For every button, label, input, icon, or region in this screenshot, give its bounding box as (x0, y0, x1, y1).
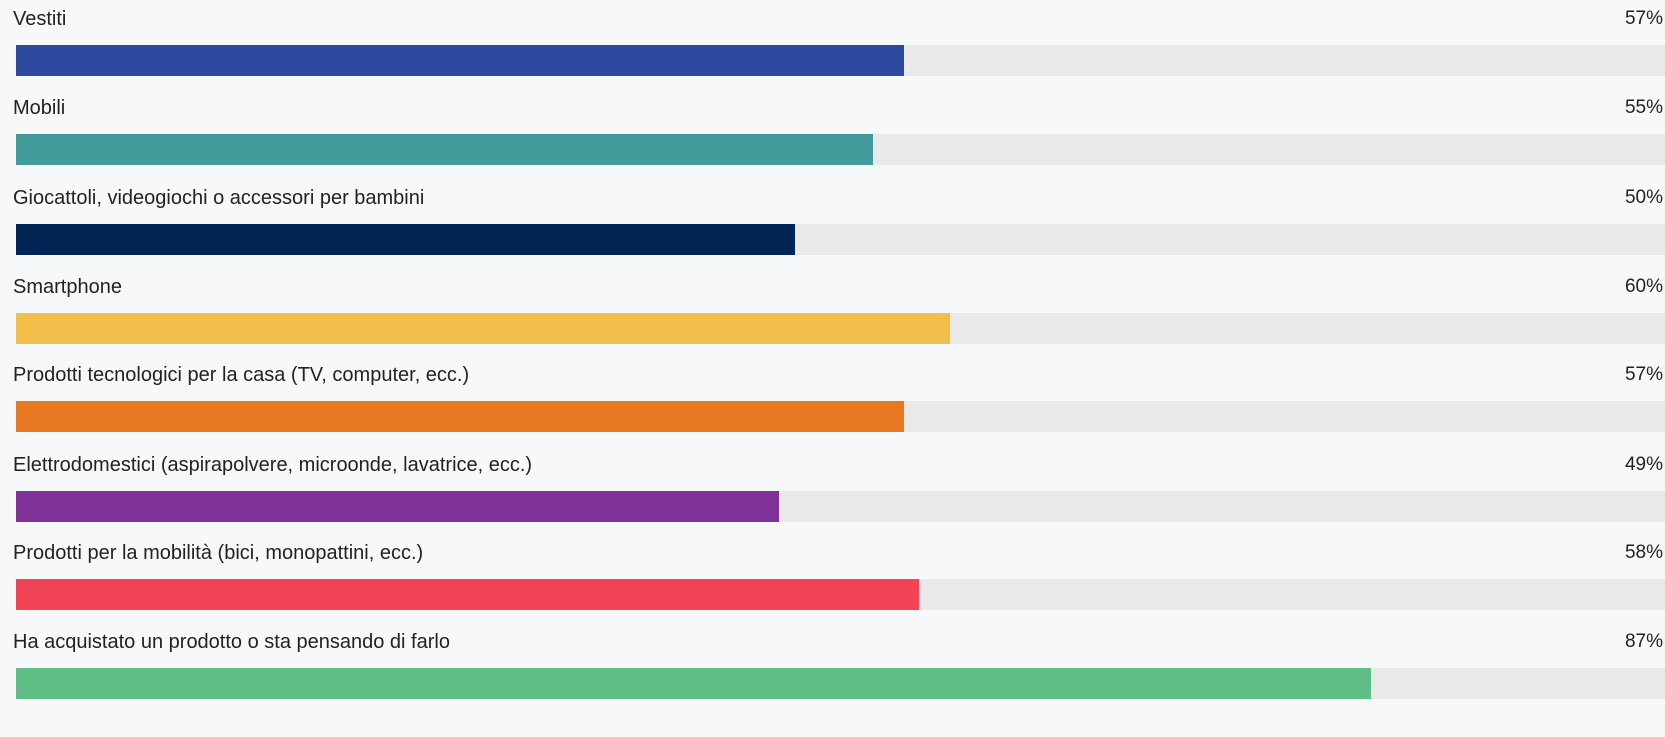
bar-track (16, 45, 1665, 76)
bar (16, 224, 795, 255)
bar (16, 45, 904, 76)
bar (16, 401, 904, 432)
value-label: 49% (1624, 454, 1663, 475)
value-label: 60% (1624, 276, 1663, 297)
category-label: Prodotti tecnologici per la casa (TV, co… (13, 364, 470, 386)
bar-row: Smartphone 60% (0, 268, 1665, 362)
category-label: Smartphone (13, 276, 122, 298)
bar-track (16, 224, 1665, 255)
bar-row: Mobili 55% (0, 89, 1665, 183)
bar-row: Ha acquistato un prodotto o sta pensando… (0, 623, 1665, 717)
value-label: 58% (1624, 542, 1663, 563)
category-label: Mobili (13, 97, 66, 119)
bar-track (16, 313, 1665, 344)
bar-row: Giocattoli, videogiochi o accessori per … (0, 179, 1665, 273)
bar-track (16, 491, 1665, 522)
value-label: 57% (1624, 8, 1663, 29)
bar-row: Prodotti per la mobilità (bici, monopatt… (0, 534, 1665, 628)
bar-track (16, 579, 1665, 610)
bar-track (16, 668, 1665, 699)
value-label: 57% (1624, 364, 1663, 385)
category-label: Elettrodomestici (aspirapolvere, microon… (13, 454, 533, 476)
bar-row: Vestiti 57% (0, 0, 1665, 94)
bar (16, 491, 780, 522)
category-label: Vestiti (13, 8, 67, 30)
bar-track (16, 401, 1665, 432)
category-label: Prodotti per la mobilità (bici, monopatt… (13, 542, 424, 564)
value-label: 55% (1624, 97, 1663, 118)
bar (16, 134, 873, 165)
bar-row: Prodotti tecnologici per la casa (TV, co… (0, 356, 1665, 450)
bar (16, 313, 951, 344)
bar (16, 579, 920, 610)
value-label: 50% (1624, 187, 1663, 208)
bar-row: Elettrodomestici (aspirapolvere, microon… (0, 446, 1665, 540)
bar-track (16, 134, 1665, 165)
bar (16, 668, 1371, 699)
value-label: 87% (1624, 631, 1663, 652)
category-label: Ha acquistato un prodotto o sta pensando… (13, 631, 450, 653)
category-label: Giocattoli, videogiochi o accessori per … (13, 187, 425, 209)
